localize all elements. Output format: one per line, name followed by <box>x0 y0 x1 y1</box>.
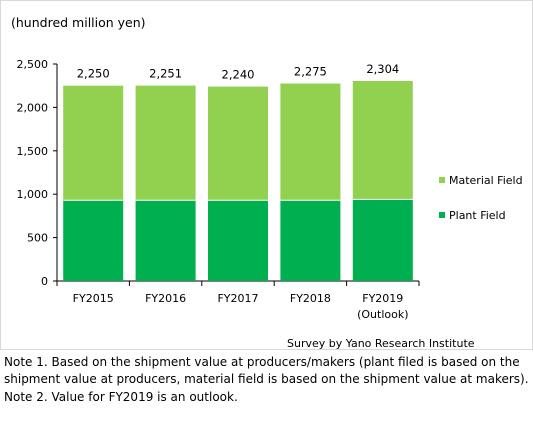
bar-material-field <box>352 81 413 200</box>
bar-plant-field <box>352 199 413 281</box>
data-label-total: 2,250 <box>77 67 110 81</box>
x-tick-label: FY2016 <box>145 292 186 305</box>
x-tick-label: FY2017 <box>217 292 258 305</box>
source-credit: Survey by Yano Research Institute <box>287 337 475 350</box>
bar-plant-field <box>63 200 124 281</box>
bar-material-field <box>63 85 124 201</box>
stacked-bar-chart: 0 500 1,000 1,500 2,000 2,500 2,250 FY2015 2,251… <box>17 58 523 321</box>
data-label-total: 2,275 <box>294 65 327 79</box>
note-2: Note 2. Value for FY2019 is an outlook. <box>4 390 238 404</box>
y-unit-label: (hundred million yen) <box>11 15 146 30</box>
data-label-total: 2,251 <box>149 67 182 81</box>
x-tick-label: FY2019 <box>362 292 403 305</box>
legend-swatch-plant <box>439 212 445 218</box>
x-tick-label: FY2018 <box>290 292 331 305</box>
bar-plant-field <box>208 200 268 281</box>
y-tick-label: 2,500 <box>17 58 49 71</box>
y-tick-label: 500 <box>27 232 48 245</box>
y-tick-label: 1,500 <box>17 145 49 158</box>
x-tick-label: FY2015 <box>73 292 114 305</box>
chart-frame: (hundred million yen) 0 500 1,000 1,500 2,00… <box>0 0 533 350</box>
bar-material-field <box>280 83 341 201</box>
bar-plant-field <box>135 200 196 281</box>
legend-label-material: Material Field <box>449 174 523 187</box>
notes: Note 1. Based on the shipment value at p… <box>4 354 530 406</box>
y-tick-label: 2,000 <box>17 101 49 114</box>
y-tick-label: 0 <box>41 275 48 288</box>
y-tick-label: 1,000 <box>17 188 49 201</box>
bar-material-field <box>208 86 268 201</box>
note-1: Note 1. Based on the shipment value at p… <box>4 355 529 386</box>
x-tick-sublabel: (Outlook) <box>357 308 408 321</box>
bar-plant-field <box>280 200 341 281</box>
legend-label-plant: Plant Field <box>449 209 506 222</box>
data-label-total: 2,304 <box>366 62 399 76</box>
legend-swatch-material <box>439 177 445 183</box>
bar-material-field <box>135 85 196 201</box>
data-label-total: 2,240 <box>222 68 255 82</box>
